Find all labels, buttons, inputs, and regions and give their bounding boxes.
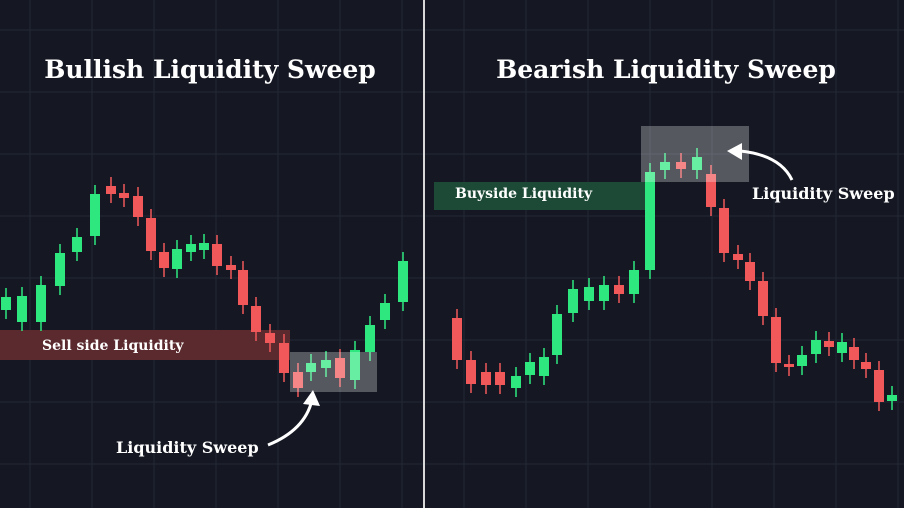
- candle-body: [539, 357, 549, 376]
- zone-label: Sell side Liquidity: [42, 338, 184, 354]
- candle-body: [676, 162, 686, 169]
- zone-label: Buyside Liquidity: [455, 186, 593, 202]
- candle-body: [335, 358, 345, 378]
- candle-body: [293, 372, 303, 388]
- candle-body: [306, 363, 316, 372]
- candle-body: [251, 306, 261, 332]
- sell-zone: [0, 330, 290, 360]
- candle-body: [380, 303, 390, 320]
- candle-body: [837, 342, 847, 353]
- candle-body: [119, 193, 129, 198]
- candle-body: [733, 254, 743, 260]
- candle-body: [365, 325, 375, 352]
- candle-body: [172, 249, 182, 269]
- sweep-label: Liquidity Sweep: [116, 438, 259, 457]
- sweep-label: Liquidity Sweep: [752, 184, 895, 203]
- candle-body: [629, 270, 639, 294]
- candle-body: [159, 252, 169, 268]
- candle-body: [824, 341, 834, 347]
- candle-body: [238, 270, 248, 305]
- candle-body: [706, 174, 716, 207]
- candle-body: [784, 364, 794, 367]
- candle-body: [552, 314, 562, 355]
- arrow: [739, 149, 794, 181]
- candle-body: [90, 194, 100, 236]
- candle-body: [692, 157, 702, 170]
- candle-body: [811, 340, 821, 354]
- candle-body: [133, 196, 143, 217]
- candle-body: [758, 281, 768, 316]
- candle-body: [186, 244, 196, 252]
- candle-body: [645, 172, 655, 270]
- candle-body: [614, 285, 624, 294]
- candle-body: [887, 395, 897, 401]
- candle-body: [146, 218, 156, 251]
- candle-body: [797, 355, 807, 366]
- arrowhead: [727, 143, 742, 160]
- candle-body: [599, 285, 609, 301]
- candle-body: [719, 208, 729, 253]
- candle-body: [466, 360, 476, 384]
- candle-body: [72, 237, 82, 252]
- candle-body: [350, 350, 360, 380]
- candle-body: [265, 333, 275, 343]
- arrow: [267, 399, 314, 447]
- candle-body: [745, 262, 755, 281]
- candle-body: [321, 360, 331, 368]
- candle-body: [771, 317, 781, 363]
- candle-body: [660, 162, 670, 170]
- buy-zone: [434, 182, 646, 210]
- candle-body: [1, 297, 11, 310]
- candle-body: [212, 244, 222, 266]
- sweep-box: [290, 352, 377, 392]
- title: Bullish Liquidity Sweep: [44, 55, 376, 84]
- arrowhead: [303, 390, 320, 406]
- candles: [1, 148, 897, 411]
- sweep-box: [641, 126, 749, 182]
- candle-body: [36, 285, 46, 322]
- candle-body: [226, 265, 236, 270]
- candle-body: [452, 318, 462, 360]
- candle-body: [849, 347, 859, 360]
- candle-body: [861, 362, 871, 369]
- candle-body: [106, 186, 116, 194]
- candle-body: [495, 372, 505, 385]
- candle-body: [55, 253, 65, 286]
- candle-body: [584, 287, 594, 301]
- candle-body: [511, 376, 521, 388]
- candle-body: [481, 372, 491, 385]
- candle-body: [279, 343, 289, 373]
- title: Bearish Liquidity Sweep: [496, 55, 836, 84]
- candle-body: [525, 362, 535, 375]
- candle-body: [398, 261, 408, 302]
- candle-body: [199, 243, 209, 250]
- candle-body: [568, 289, 578, 313]
- candle-body: [874, 370, 884, 402]
- candle-body: [17, 296, 27, 322]
